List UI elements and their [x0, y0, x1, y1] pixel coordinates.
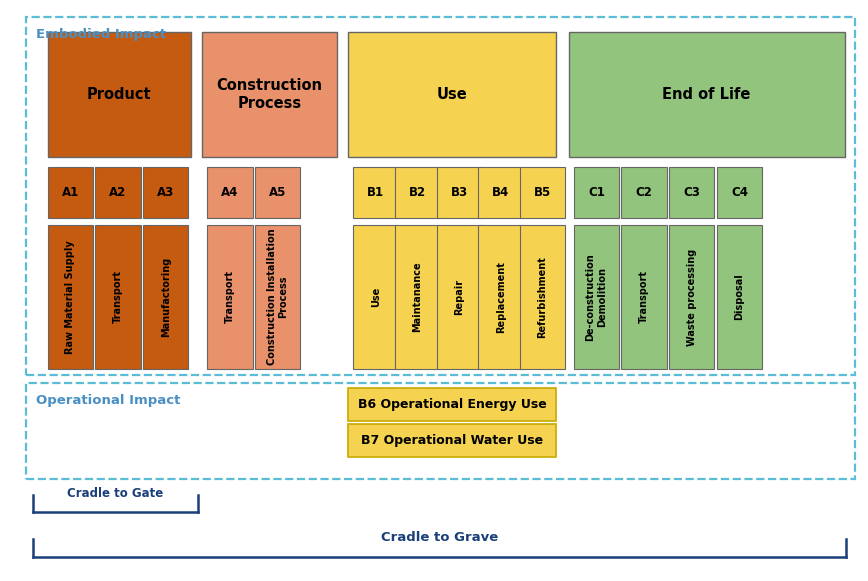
Text: B4: B4	[492, 186, 510, 199]
Text: Repair: Repair	[454, 279, 464, 315]
Text: Use: Use	[371, 287, 381, 307]
Bar	[717, 225, 762, 369]
Text: A5: A5	[269, 186, 286, 199]
Bar	[143, 225, 188, 369]
Bar	[353, 225, 398, 369]
Bar	[95, 225, 141, 369]
Text: Construction
Process: Construction Process	[216, 78, 323, 111]
Bar	[569, 32, 845, 157]
Bar	[348, 32, 556, 157]
Text: Disposal: Disposal	[734, 274, 745, 320]
Bar	[669, 167, 714, 218]
Bar	[255, 225, 300, 369]
Text: Waste processing: Waste processing	[687, 248, 697, 346]
Bar	[95, 167, 141, 218]
Text: Product: Product	[87, 87, 152, 102]
Text: C1: C1	[588, 186, 605, 199]
Bar	[437, 225, 482, 369]
Bar	[621, 225, 667, 369]
Text: A1: A1	[62, 186, 79, 199]
Bar	[395, 167, 440, 218]
Text: De-construction
Demolition: De-construction Demolition	[586, 253, 607, 341]
Text: C4: C4	[731, 186, 748, 199]
Text: B6 Operational Energy Use: B6 Operational Energy Use	[358, 398, 547, 411]
Text: C2: C2	[635, 186, 653, 199]
Text: B1: B1	[367, 186, 385, 199]
Text: Transport: Transport	[113, 270, 123, 324]
Bar	[520, 167, 565, 218]
Bar	[520, 225, 565, 369]
Bar	[26, 383, 855, 479]
Text: Transport: Transport	[225, 270, 235, 324]
Text: B7 Operational Water Use: B7 Operational Water Use	[361, 434, 543, 447]
Bar	[207, 167, 253, 218]
Bar	[478, 225, 523, 369]
Bar	[48, 225, 93, 369]
Bar	[202, 32, 337, 157]
Bar	[669, 225, 714, 369]
Text: Use: Use	[437, 87, 468, 102]
Text: B2: B2	[409, 186, 426, 199]
Bar	[48, 167, 93, 218]
Bar	[574, 167, 619, 218]
Bar	[143, 167, 188, 218]
Bar	[437, 167, 482, 218]
Bar	[574, 225, 619, 369]
Text: A3: A3	[157, 186, 174, 199]
Text: Refurbishment: Refurbishment	[537, 256, 548, 338]
Text: Transport: Transport	[639, 270, 649, 324]
Text: C3: C3	[683, 186, 700, 199]
Bar	[717, 167, 762, 218]
Bar	[478, 167, 523, 218]
Text: Construction Installation
Process: Construction Installation Process	[267, 228, 288, 365]
Text: B3: B3	[450, 186, 468, 199]
Bar	[48, 32, 191, 157]
Bar	[26, 17, 855, 375]
Bar	[621, 167, 667, 218]
Text: Cradle to Gate: Cradle to Gate	[68, 487, 163, 500]
Bar	[395, 225, 440, 369]
Bar	[207, 225, 253, 369]
Text: A2: A2	[109, 186, 127, 199]
Text: Maintanance: Maintanance	[412, 261, 423, 332]
Bar	[348, 388, 556, 421]
Text: Embodied Impact: Embodied Impact	[36, 28, 167, 41]
Text: Operational Impact: Operational Impact	[36, 394, 181, 407]
Text: Replacement: Replacement	[496, 261, 506, 333]
Bar	[353, 167, 398, 218]
Text: A4: A4	[221, 186, 239, 199]
Text: Manufactoring: Manufactoring	[161, 257, 171, 337]
Bar	[255, 167, 300, 218]
Text: End of Life: End of Life	[662, 87, 751, 102]
Text: Cradle to Grave: Cradle to Grave	[381, 532, 498, 544]
Text: B5: B5	[534, 186, 551, 199]
Text: Raw Material Supply: Raw Material Supply	[65, 240, 76, 354]
Bar	[348, 424, 556, 457]
